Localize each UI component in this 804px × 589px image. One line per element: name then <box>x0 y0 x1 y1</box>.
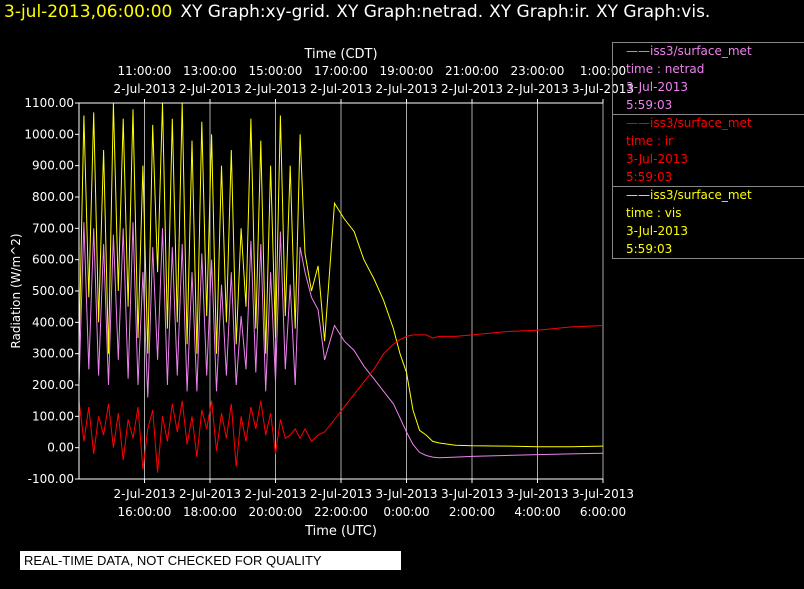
x-tick-time: 6:00:00 <box>580 505 626 519</box>
legend-ir: ——iss3/surface_met time : ir 3-Jul-2013 … <box>626 114 752 186</box>
top-tick-date: 2-Jul-2013 <box>507 82 569 96</box>
top-tick-time: 23:00:00 <box>511 64 565 78</box>
x-tick-time: 0:00:00 <box>383 505 429 519</box>
top-tick-date: 3-Jul-2013 <box>572 82 634 96</box>
y-tick-label: 1000.00 <box>24 127 74 141</box>
top-tick-date: 2-Jul-2013 <box>245 82 307 96</box>
legend-vis-time: 5:59:03 <box>626 242 673 256</box>
legend-netrad: ——iss3/surface_met time : netrad 3-Jul-2… <box>626 42 752 114</box>
x-tick-time: 22:00:00 <box>314 505 368 519</box>
top-tick-date: 2-Jul-2013 <box>310 82 372 96</box>
legend-ir-source: ——iss3/surface_met <box>626 116 752 130</box>
x-tick-date: 2-Jul-2013 <box>310 487 372 501</box>
legend-netrad-source: ——iss3/surface_met <box>626 44 752 58</box>
series-line-2 <box>79 325 603 473</box>
legend-netrad-date: 3-Jul-2013 <box>626 80 688 94</box>
timestamp: 3-jul-2013,06:00:00 <box>4 2 173 22</box>
x-tick-date: 3-Jul-2013 <box>441 487 503 501</box>
legend-netrad-time: 5:59:03 <box>626 98 673 112</box>
x-tick-date: 2-Jul-2013 <box>114 487 176 501</box>
top-tick-date: 2-Jul-2013 <box>441 82 503 96</box>
x-tick-date: 2-Jul-2013 <box>245 487 307 501</box>
y-tick-label: 200.00 <box>32 378 74 392</box>
x-tick-date: 3-Jul-2013 <box>507 487 569 501</box>
y-tick-label: 1100.00 <box>24 96 74 110</box>
top-tick-time: 15:00:00 <box>249 64 303 78</box>
x-tick-date: 3-Jul-2013 <box>376 487 438 501</box>
graph-name-netrad: XY Graph:netrad. <box>336 2 484 22</box>
y-tick-label: 300.00 <box>32 347 74 361</box>
top-tick-date: 2-Jul-2013 <box>114 82 176 96</box>
y-tick-label: -100.00 <box>28 472 74 486</box>
y-tick-label: 400.00 <box>32 315 74 329</box>
legend-ir-time: 5:59:03 <box>626 170 673 184</box>
top-tick-time: 19:00:00 <box>380 64 434 78</box>
legend-vis-var: time : vis <box>626 206 682 220</box>
top-tick-date: 2-Jul-2013 <box>376 82 438 96</box>
legend-vis-source: ——iss3/surface_met <box>626 188 752 202</box>
y-tick-label: 600.00 <box>32 253 74 267</box>
y-tick-label: 500.00 <box>32 284 74 298</box>
x-tick-time: 18:00:00 <box>183 505 237 519</box>
graph-name-ir: XY Graph:ir. <box>489 2 590 22</box>
quality-disclaimer: REAL-TIME DATA, NOT CHECKED FOR QUALITY <box>20 551 401 570</box>
x-tick-time: 20:00:00 <box>249 505 303 519</box>
x-tick-date: 3-Jul-2013 <box>572 487 634 501</box>
x-tick-time: 4:00:00 <box>514 505 560 519</box>
top-tick-time: 21:00:00 <box>445 64 499 78</box>
series-line-1 <box>79 222 603 459</box>
top-tick-date: 2-Jul-2013 <box>179 82 241 96</box>
top-axis-title: Time (CDT) <box>303 47 377 62</box>
y-tick-label: 0.00 <box>47 441 74 455</box>
series-layer <box>79 103 603 473</box>
y-axis-title: Radiation (W/m^2) <box>9 233 23 348</box>
x-tick-date: 2-Jul-2013 <box>179 487 241 501</box>
top-tick-time: 11:00:00 <box>118 64 172 78</box>
graph-name-vis: XY Graph:vis. <box>595 2 711 22</box>
y-tick-label: 900.00 <box>32 159 74 173</box>
top-tick-time: 17:00:00 <box>314 64 368 78</box>
title-bar: 3-jul-2013,06:00:00 XY Graph:xy-grid. XY G… <box>4 2 716 22</box>
legend-ir-var: time : ir <box>626 134 674 148</box>
legend-vis-date: 3-Jul-2013 <box>626 224 688 238</box>
legend-netrad-var: time : netrad <box>626 62 705 76</box>
x-tick-time: 2:00:00 <box>449 505 495 519</box>
top-tick-time: 1:00:00 <box>580 64 626 78</box>
x-axis-title: Time (UTC) <box>304 524 377 539</box>
axis-labels: -100.00 0.00 100.00 200.00 300.00 400.00 500.0… <box>9 47 634 539</box>
graph-name-xy-grid: XY Graph:xy-grid. <box>180 2 331 22</box>
top-tick-time: 13:00:00 <box>183 64 237 78</box>
y-tick-label: 700.00 <box>32 221 74 235</box>
y-tick-label: 800.00 <box>32 190 74 204</box>
axes <box>75 99 604 483</box>
legend-ir-date: 3-Jul-2013 <box>626 152 688 166</box>
legend-vis: ——iss3/surface_met time : vis 3-Jul-2013… <box>626 186 752 258</box>
series-line-0 <box>79 103 603 448</box>
y-tick-label: 100.00 <box>32 409 74 423</box>
x-tick-time: 16:00:00 <box>118 505 172 519</box>
